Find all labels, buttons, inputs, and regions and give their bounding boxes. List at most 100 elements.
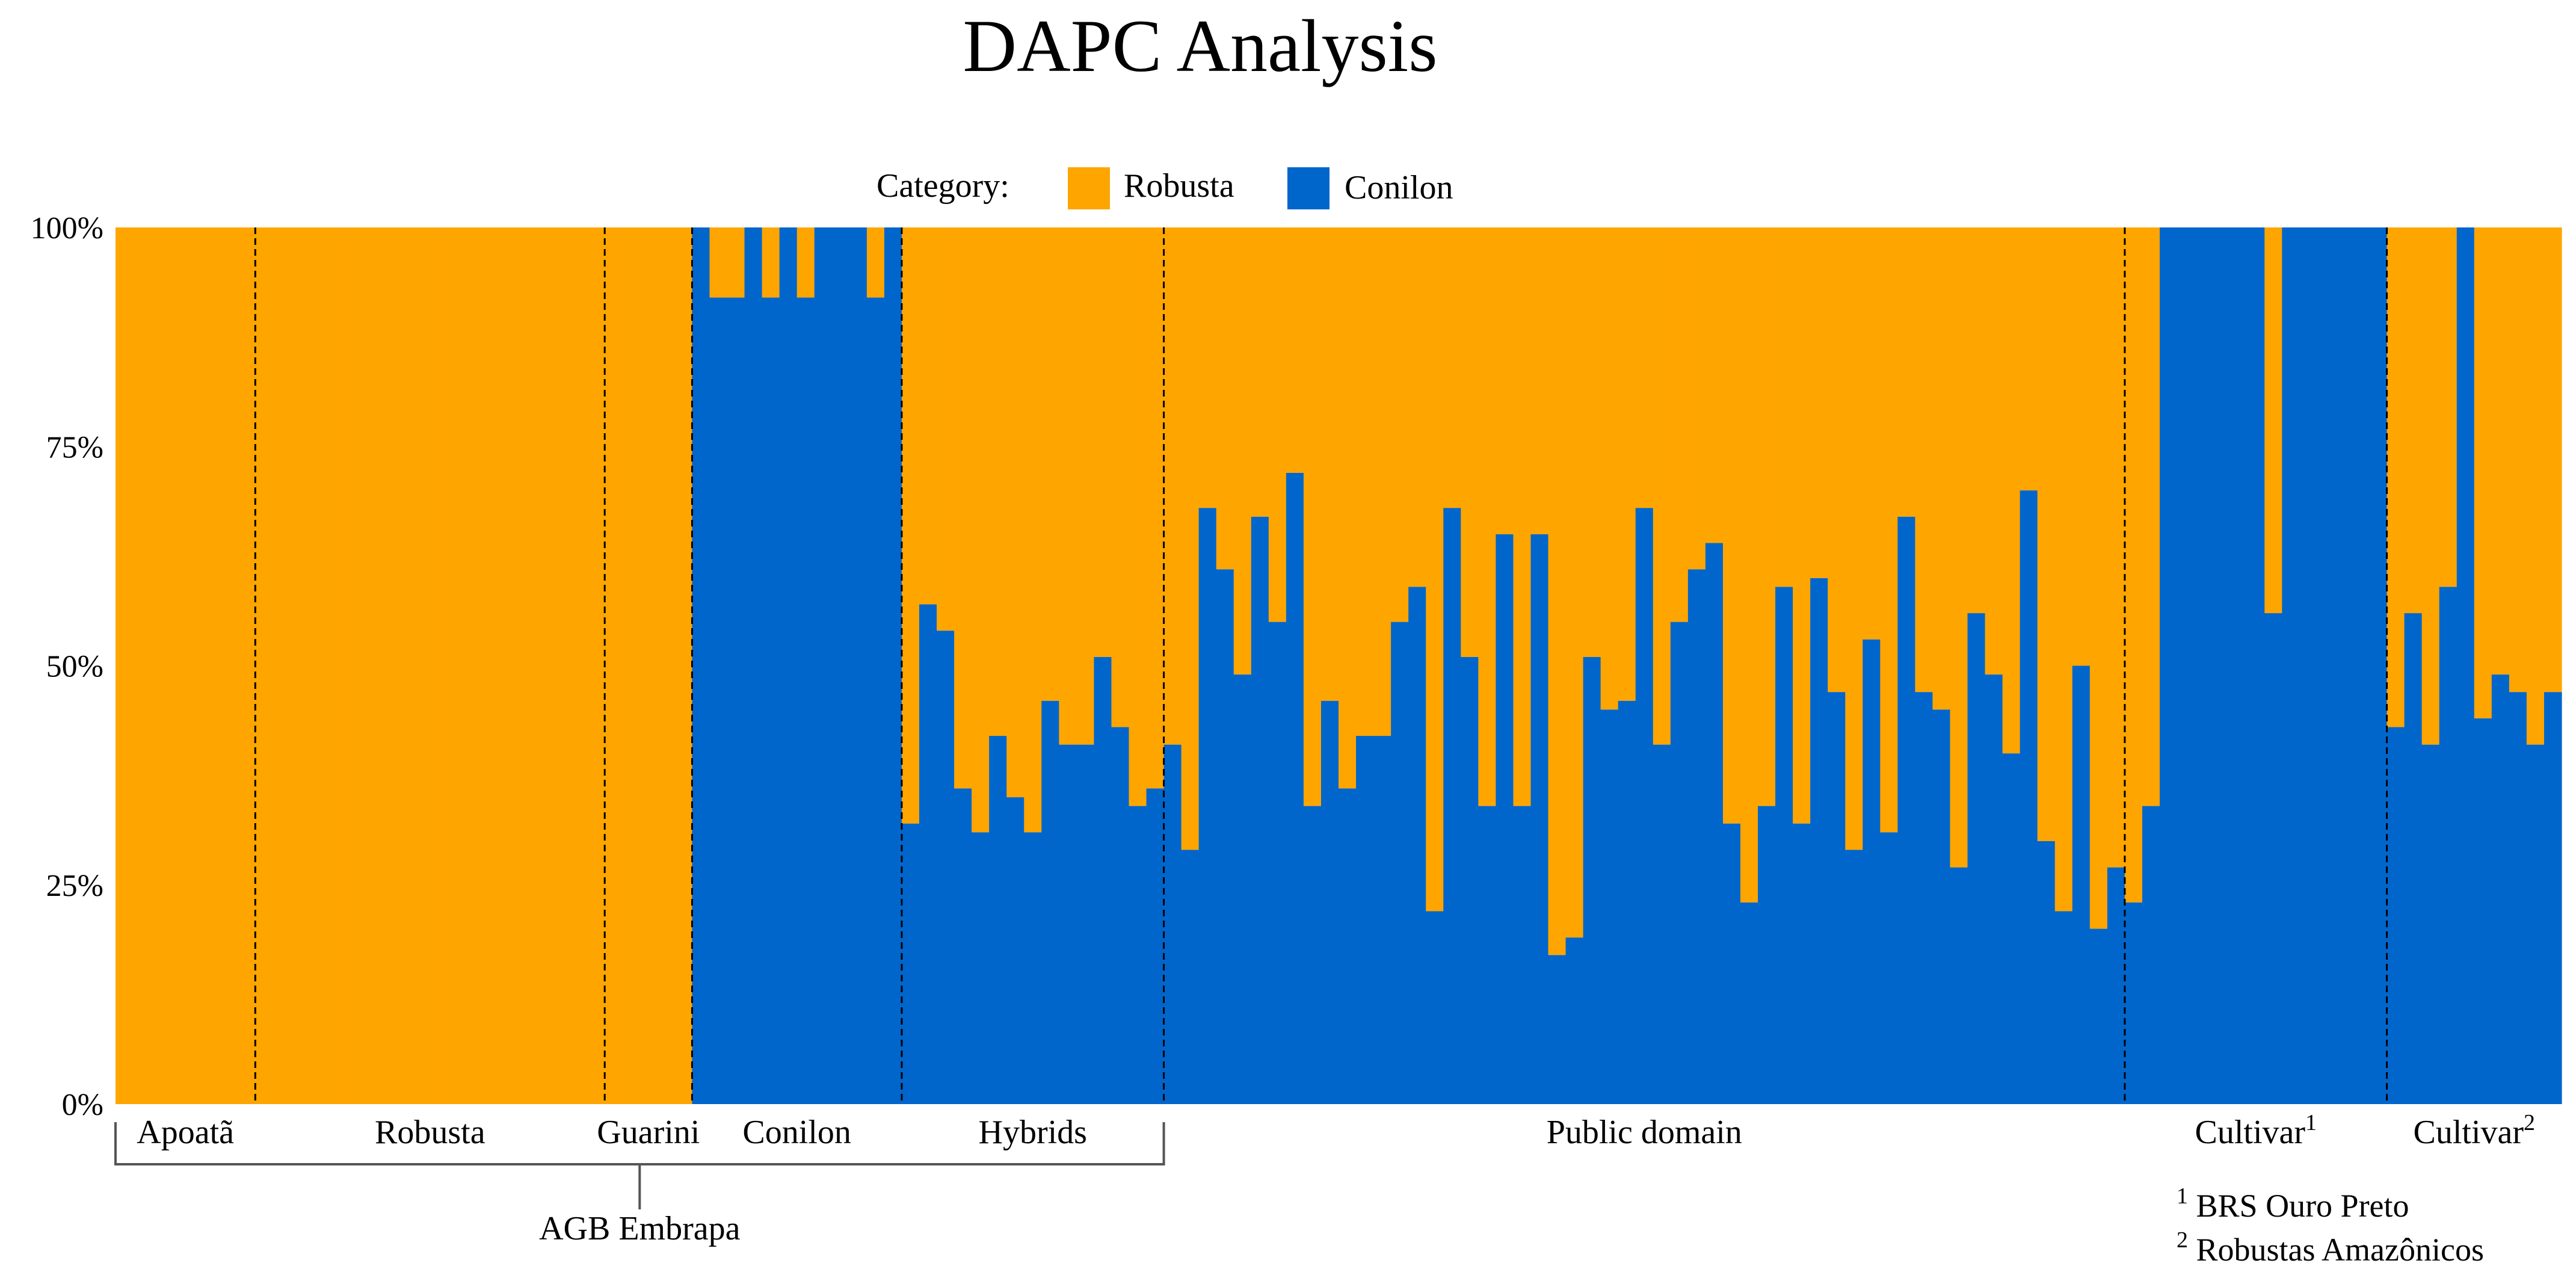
- group-label-sup: 1: [2305, 1110, 2317, 1135]
- bar-segment-conilon: [1094, 656, 1112, 1104]
- bar-segment-conilon: [692, 227, 710, 1104]
- bar-segment-robusta: [1251, 227, 1269, 517]
- bar-segment-conilon: [1216, 569, 1234, 1104]
- bar-segment-conilon: [762, 297, 780, 1104]
- bar-segment-robusta: [307, 227, 326, 1104]
- bar-segment-conilon: [1513, 806, 1532, 1104]
- bar-segment-robusta: [937, 227, 955, 631]
- bar-segment-robusta: [2124, 227, 2143, 903]
- bar-segment-conilon: [1600, 709, 1619, 1104]
- bar-segment-robusta: [2054, 227, 2073, 912]
- bar-segment-conilon: [1548, 955, 1567, 1104]
- bar-segment-robusta: [2509, 227, 2527, 693]
- bar-segment-conilon: [1932, 709, 1951, 1104]
- bar-segment-robusta: [1705, 227, 1724, 543]
- bar-segment-robusta: [1496, 227, 1514, 534]
- bar-segment-conilon: [727, 297, 745, 1104]
- bar-segment-robusta: [2404, 227, 2423, 614]
- bar-segment-conilon: [1286, 472, 1304, 1105]
- y-tick-label: 75%: [46, 430, 103, 465]
- bar-segment-robusta: [1687, 227, 1706, 570]
- bar-segment-conilon: [2089, 928, 2108, 1104]
- bar-segment-robusta: [1233, 227, 1252, 675]
- agb-bracket-line: [114, 1122, 1165, 1209]
- bar-segment-robusta: [1793, 227, 1811, 824]
- bar-segment-conilon: [1198, 508, 1217, 1104]
- group-label: Hybrids: [979, 1114, 1087, 1151]
- bar-segment-conilon: [1530, 534, 1549, 1104]
- y-axis: 0% 25% 50% 75% 100%: [31, 211, 103, 1122]
- bar-segment-conilon: [1426, 911, 1444, 1104]
- bar-segment-conilon: [797, 297, 815, 1104]
- bar-segment-robusta: [1985, 227, 2003, 675]
- group-label: Guarini: [597, 1114, 700, 1151]
- bar-segment-conilon: [779, 227, 798, 1104]
- group-label-text: Robusta: [375, 1114, 485, 1151]
- bar-segment-robusta: [1722, 227, 1741, 824]
- bar-segment-robusta: [1339, 227, 1357, 789]
- bar-segment-robusta: [1024, 227, 1042, 833]
- bar-segment-conilon: [2195, 227, 2213, 1104]
- bar-segment-conilon: [2054, 911, 2073, 1104]
- bar-segment-conilon: [2439, 587, 2457, 1104]
- bar-segment-conilon: [2264, 613, 2282, 1104]
- bar-segment-robusta: [709, 227, 728, 298]
- y-tick-label: 100%: [31, 211, 103, 245]
- footnote-2: 2 Robustas Amazônicos: [2177, 1218, 2484, 1268]
- bar-segment-robusta: [1845, 227, 1863, 850]
- bar-segment-conilon: [1443, 508, 1461, 1104]
- bar-segment-robusta: [1548, 227, 1567, 955]
- group-label: Cultivar2: [2414, 1110, 2536, 1151]
- bar-segment-robusta: [2142, 227, 2160, 806]
- bar-segment-conilon: [937, 631, 955, 1104]
- bar-segment-conilon: [1233, 674, 1252, 1104]
- bar-segment-conilon: [1024, 832, 1042, 1104]
- group-label-text: Public domain: [1547, 1114, 1742, 1151]
- group-label-text: Hybrids: [979, 1114, 1087, 1151]
- bar-segment-robusta: [2037, 227, 2056, 841]
- bar-segment-robusta: [1356, 227, 1374, 736]
- bar-segment-robusta: [1006, 227, 1025, 798]
- bar-segment-robusta: [430, 227, 448, 1104]
- bar-segment-conilon: [2334, 227, 2353, 1104]
- bar-segment-conilon: [972, 832, 990, 1104]
- bar-segment-robusta: [901, 227, 920, 824]
- bar-segment-robusta: [972, 227, 990, 833]
- bar-segment-robusta: [168, 227, 186, 1104]
- bar-segment-robusta: [1950, 227, 1968, 868]
- bar-segment-conilon: [2020, 490, 2038, 1104]
- bar-segment-conilon: [1373, 736, 1391, 1104]
- bar-segment-conilon: [1705, 543, 1724, 1104]
- bar-segment-conilon: [2247, 227, 2265, 1104]
- bar-segment-robusta: [360, 227, 378, 1104]
- bar-segment-conilon: [2526, 744, 2545, 1104]
- bar-segment-robusta: [605, 227, 623, 1104]
- bar-segment-robusta: [1863, 227, 1881, 640]
- bar-segment-robusta: [412, 227, 431, 1104]
- bar-segment-robusta: [727, 227, 745, 298]
- bar-segment-robusta: [2491, 227, 2510, 675]
- footnote-1: 1 BRS Ouro Preto: [2177, 1174, 2409, 1224]
- legend-title: Category:: [877, 167, 1009, 205]
- bar-segment-conilon: [1950, 867, 1968, 1104]
- group-label-text: Cultivar: [2414, 1114, 2524, 1151]
- bar-segment-conilon: [1146, 788, 1165, 1104]
- bar-segment-robusta: [2386, 227, 2405, 727]
- bar-segment-conilon: [2072, 665, 2091, 1104]
- bar-segment-conilon: [1251, 516, 1269, 1104]
- group-label: Robusta: [375, 1114, 485, 1151]
- bar-segment-conilon: [2386, 727, 2405, 1104]
- bar-segment-robusta: [2421, 227, 2440, 745]
- bar-segment-conilon: [2212, 227, 2230, 1104]
- bar-segment-robusta: [1443, 227, 1461, 508]
- bar-segment-conilon: [2002, 753, 2021, 1104]
- group-label-text: Apoatã: [137, 1114, 234, 1151]
- bar-segment-conilon: [1111, 727, 1130, 1104]
- bar-segment-robusta: [1932, 227, 1951, 710]
- legend-label-robusta: Robusta: [1124, 167, 1234, 205]
- bar-segment-robusta: [2474, 227, 2492, 718]
- bar-segment-robusta: [1915, 227, 1934, 693]
- bar-segment-conilon: [1915, 692, 1934, 1104]
- bar-segment-conilon: [2177, 227, 2195, 1104]
